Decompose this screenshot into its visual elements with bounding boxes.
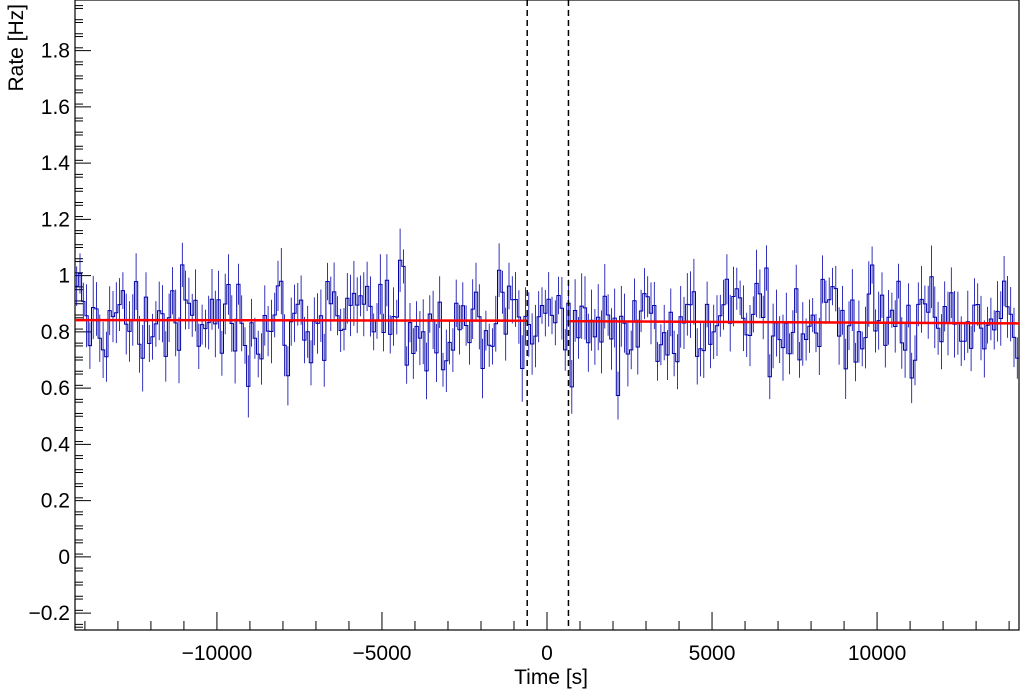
x-axis-title: Time [s] — [514, 666, 588, 689]
x-tick-label: −5000 — [352, 642, 411, 665]
y-tick-label: 0.6 — [41, 377, 70, 400]
window-lines — [526, 0, 570, 630]
y-tick-label: 0.4 — [41, 433, 71, 456]
y-tick-label: 1 — [58, 265, 70, 288]
y-axis-title: Rate [Hz] — [5, 4, 28, 92]
x-tick-label: −10000 — [182, 642, 253, 665]
axis-ticks — [75, 5, 1010, 630]
x-tick-label: 0 — [541, 642, 553, 665]
y-tick-label: 1.2 — [41, 208, 70, 231]
rate-histogram-line — [75, 259, 1019, 396]
y-tick-label: 1.8 — [41, 40, 70, 63]
x-tick-label: 10000 — [848, 642, 906, 665]
fit-lines — [74, 318, 1020, 325]
y-tick-label: 0.8 — [41, 321, 70, 344]
fit-line — [570, 319, 1020, 325]
y-tick-label: 1.6 — [41, 96, 70, 119]
fit-line — [74, 318, 528, 322]
tick-labels: −0.2 0 0.2 0.4 0.6 0.8 1 1.2 1.4 1.6 1.8 −10000 −500… — [29, 40, 907, 665]
y-tick-label: 0.2 — [41, 490, 70, 513]
y-tick-label: 1.4 — [41, 152, 71, 175]
y-tick-label: −0.2 — [29, 602, 70, 625]
rate-error-bars — [76, 228, 1018, 420]
y-tick-label: 0 — [58, 546, 70, 569]
x-tick-label: 5000 — [689, 642, 736, 665]
data-series-rate — [75, 228, 1019, 420]
